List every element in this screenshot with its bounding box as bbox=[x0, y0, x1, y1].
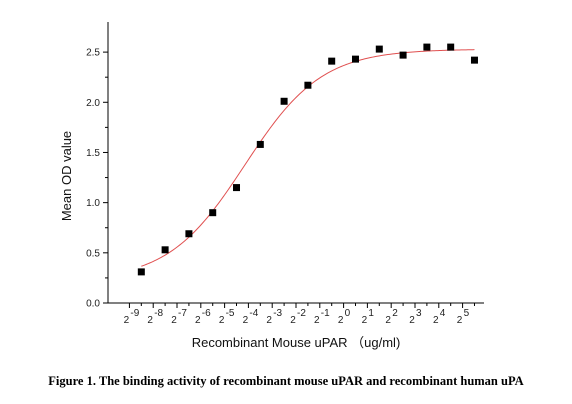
x-tick-exponent: -8 bbox=[154, 308, 163, 319]
axes bbox=[107, 22, 484, 304]
data-point bbox=[137, 268, 145, 276]
data-point bbox=[233, 184, 241, 192]
x-tick-exponent: 3 bbox=[416, 308, 422, 319]
data-point bbox=[304, 81, 312, 89]
x-tick-label: 2 bbox=[243, 315, 249, 326]
data-point bbox=[470, 56, 478, 64]
data-point bbox=[423, 43, 431, 51]
x-tick-label: 2 bbox=[195, 315, 201, 326]
data-point bbox=[328, 57, 336, 65]
x-tick-label: 2 bbox=[266, 315, 272, 326]
x-tick-exponent: -9 bbox=[130, 308, 139, 319]
x-axis-title: Recombinant Mouse uPAR （ug/ml) bbox=[192, 335, 401, 350]
x-tick-exponent: -4 bbox=[249, 308, 258, 319]
x-tick-label: 2 bbox=[433, 315, 439, 326]
x-tick-exponent: 0 bbox=[345, 308, 351, 319]
x-tick-exponent: 5 bbox=[464, 308, 470, 319]
x-tick-label: 2 bbox=[338, 315, 344, 326]
data-point bbox=[280, 97, 288, 105]
x-tick-label: 2 bbox=[457, 315, 463, 326]
x-tick-exponent: -7 bbox=[178, 308, 187, 319]
y-axis-ticks: 0.0 0.5 1.0 1.5 2.0 2.5 bbox=[86, 48, 108, 310]
x-tick-label: 2 bbox=[124, 315, 130, 326]
y-tick-label: 0.5 bbox=[86, 248, 100, 259]
x-tick-exponent: 2 bbox=[392, 308, 398, 319]
data-point bbox=[161, 246, 169, 254]
y-tick-label: 2.5 bbox=[86, 48, 100, 59]
x-tick-exponent: -2 bbox=[297, 308, 306, 319]
x-tick-exponent: -1 bbox=[321, 308, 330, 319]
data-point bbox=[399, 51, 407, 59]
data-point bbox=[256, 140, 264, 148]
data-point bbox=[447, 43, 455, 51]
y-tick-label: 2.0 bbox=[86, 98, 100, 109]
x-tick-label: 2 bbox=[409, 315, 415, 326]
data-point bbox=[351, 55, 359, 63]
data-points bbox=[137, 43, 478, 276]
x-tick-exponent: 4 bbox=[440, 308, 446, 319]
data-point bbox=[375, 45, 383, 53]
x-tick-label: 2 bbox=[385, 315, 391, 326]
figure-caption: Figure 1. The binding activity of recomb… bbox=[48, 374, 524, 388]
x-tick-exponent: -6 bbox=[202, 308, 211, 319]
data-point bbox=[209, 209, 217, 217]
x-tick-exponent: -3 bbox=[273, 308, 282, 319]
data-point bbox=[185, 230, 193, 238]
x-tick-exponent: -5 bbox=[226, 308, 235, 319]
x-tick-label: 2 bbox=[290, 315, 296, 326]
x-tick-label: 2 bbox=[219, 315, 225, 326]
x-tick-exponent: 1 bbox=[368, 308, 374, 319]
y-tick-label: 1.0 bbox=[86, 198, 100, 209]
x-tick-label: 2 bbox=[171, 315, 177, 326]
y-tick-label: 0.0 bbox=[86, 299, 100, 310]
y-tick-label: 1.5 bbox=[86, 148, 100, 159]
x-tick-label: 2 bbox=[147, 315, 153, 326]
y-axis-title: Mean OD value bbox=[59, 131, 74, 221]
x-tick-label: 2 bbox=[314, 315, 320, 326]
x-tick-label: 2 bbox=[362, 315, 368, 326]
